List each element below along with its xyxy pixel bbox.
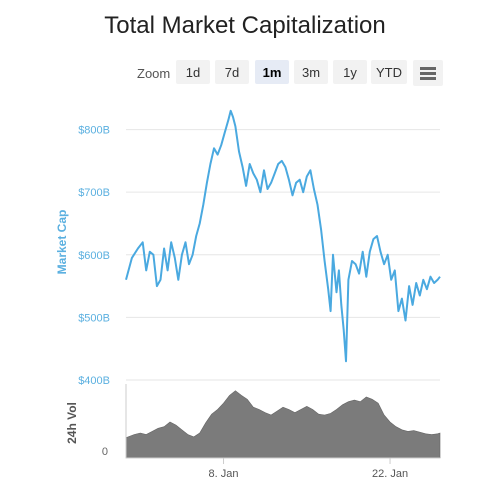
volume-zero-label: 0 [102,446,108,458]
market-cap-line [125,109,441,363]
zoom-1m-button[interactable]: 1m [255,60,289,84]
volume-area [125,390,441,459]
zoom-1d-button[interactable]: 1d [176,60,210,84]
y-axis-label: Market Cap [55,210,69,275]
zoom-label: Zoom [137,66,171,81]
zoom-1y-button[interactable]: 1y [333,60,367,84]
zoom-3m-button[interactable]: 3m [294,60,328,84]
x-tick-label: 8. Jan [209,468,239,480]
hamburger-menu-icon[interactable] [413,60,443,86]
volume-axis-label: 24h Vol [65,402,79,444]
x-tick-label: 22. Jan [372,468,408,480]
y-tick-label: $700B [78,187,110,199]
y-tick-label: $600B [78,250,110,262]
y-tick-label: $800B [78,125,110,137]
zoom-ytd-button[interactable]: YTD [371,60,407,84]
chart-title: Total Market Capitalization [104,12,386,39]
y-tick-label: $500B [78,312,110,324]
zoom-7d-button[interactable]: 7d [215,60,249,84]
y-tick-label: $400B [78,375,110,387]
